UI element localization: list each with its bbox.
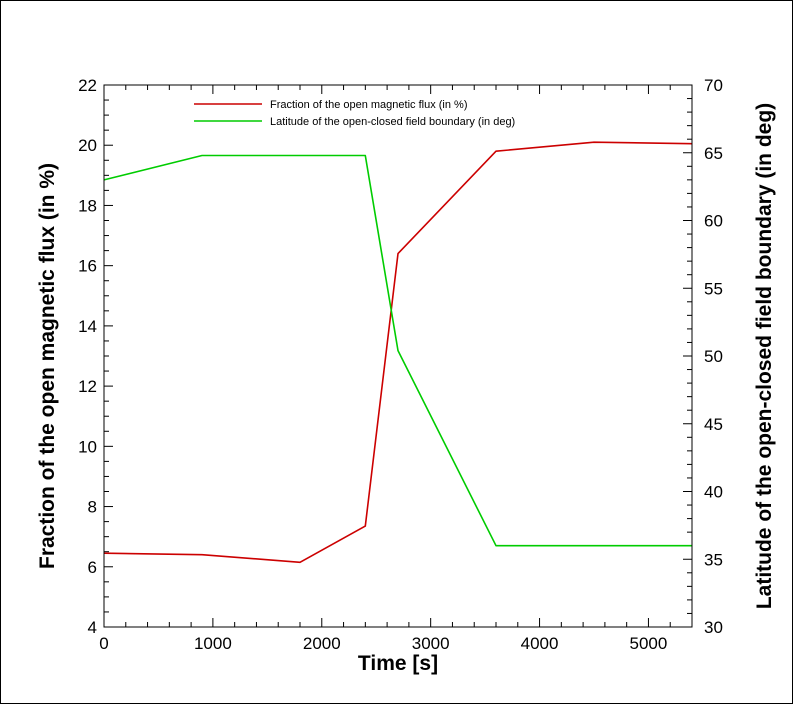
x-tick-label: 4000 [521,634,559,653]
left-y-tick-label: 20 [78,136,97,155]
ticks-layer: 0 1000 2000 3000 4000 5000 4 6 8 10 12 14 16 18 20 22 30… [78,76,723,653]
right-y-tick-label: 65 [704,144,723,163]
plot-area-border [103,84,693,628]
right-y-tick-label: 55 [704,279,723,298]
right-y-tick-label: 40 [704,483,723,502]
left-y-tick-label: 16 [78,257,97,276]
x-tick-label: 5000 [630,634,668,653]
left-y-tick-label: 12 [78,377,97,396]
left-y-tick-label: 22 [78,76,97,95]
left-y-tick-label: 8 [88,498,97,517]
left-y-axis-title: Fraction of the open magnetic flux (in %… [36,163,59,569]
right-y-axis-title: Latitude of the open-closed field bounda… [753,103,776,609]
x-axis-title: Time [s] [358,652,438,675]
x-tick-label: 2000 [303,634,341,653]
left-y-tick-label: 10 [78,437,97,456]
left-y-tick-label: 14 [78,317,97,336]
x-tick-label: 0 [99,634,108,653]
series-line-1 [103,141,693,564]
x-tick-label: 1000 [194,634,232,653]
right-y-tick-label: 60 [704,212,723,231]
left-y-tick-label: 18 [78,196,97,215]
right-y-tick-label: 50 [704,347,723,366]
legend-label-1: Fraction of the open magnetic flux (in %… [270,99,467,111]
right-y-tick-label: 45 [704,415,723,434]
right-y-tick-label: 30 [704,618,723,637]
x-tick-label: 3000 [412,634,450,653]
series-layer [103,141,693,564]
series-line-2 [103,154,692,547]
left-y-tick-label: 6 [88,558,97,577]
left-y-tick-label: 4 [88,618,97,637]
right-y-tick-label: 70 [704,76,723,95]
legend-label-2: Latitude of the open-closed field bounda… [270,116,515,128]
right-y-tick-label: 35 [704,550,723,569]
legend: Fraction of the open magnetic flux (in %… [194,99,515,128]
